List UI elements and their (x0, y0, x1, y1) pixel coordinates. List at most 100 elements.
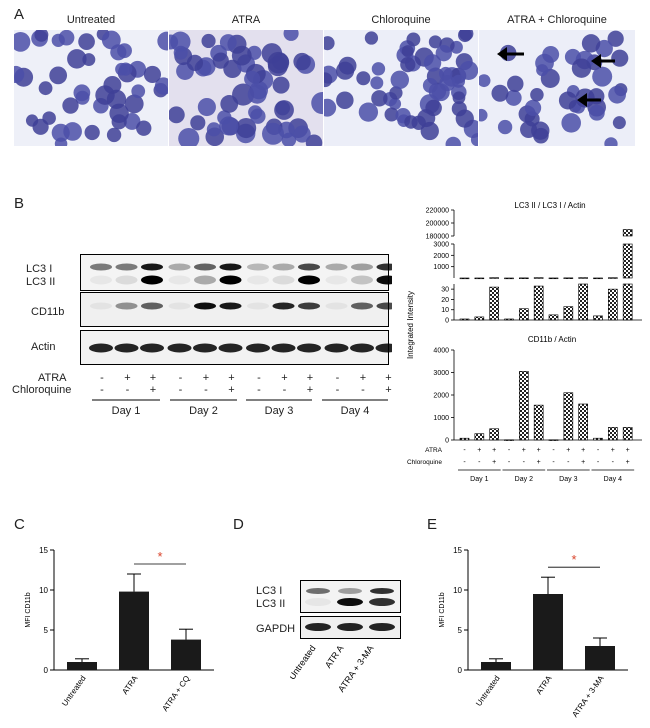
cell (607, 30, 624, 47)
ylabel-integrated: Integrated Intensity (406, 291, 415, 359)
band (298, 302, 320, 310)
cell (612, 116, 626, 130)
bar (459, 277, 470, 321)
treatment-sign: + (385, 372, 392, 384)
band (325, 263, 348, 271)
panel-c-label: C (14, 516, 25, 533)
cell (157, 31, 168, 51)
y-tick-label: 3000 (433, 370, 449, 377)
bar (608, 277, 618, 321)
cell (581, 34, 601, 53)
band (193, 343, 217, 353)
chart-cd11b-title: CD11b / Actin (528, 335, 576, 344)
x-sign: - (508, 447, 511, 454)
label-day-4: Day 4 (340, 405, 370, 417)
band (305, 623, 331, 631)
label-day-3: Day 3 (264, 405, 294, 417)
y-tick-label: 10 (441, 307, 449, 314)
band (115, 263, 138, 271)
arrow-icon (591, 54, 615, 68)
cell (435, 44, 452, 62)
micrograph-atra-chloroquine (479, 30, 635, 146)
cell (262, 122, 285, 145)
arrow-icon (497, 47, 524, 61)
cell (459, 61, 478, 80)
cell (62, 97, 79, 114)
cell (608, 85, 626, 104)
band (272, 302, 295, 310)
bar (533, 594, 563, 670)
bar (504, 277, 514, 321)
cell (530, 88, 544, 102)
x-day-label: Day 1 (470, 476, 488, 483)
cell (110, 44, 127, 61)
cell (561, 113, 581, 133)
band (218, 343, 243, 353)
x-sign: + (566, 447, 570, 454)
band (89, 343, 113, 353)
treatment-sign: + (359, 372, 367, 384)
x-sign: + (611, 447, 615, 454)
x-sign: + (492, 459, 496, 466)
x-sign: + (626, 447, 630, 454)
y-tick-label: 10 (39, 586, 48, 595)
label-cd11b: CD11b (31, 306, 65, 318)
panel-e-label: E (427, 516, 438, 533)
treatment-sign: - (125, 384, 130, 396)
band (194, 302, 216, 310)
band (305, 598, 331, 606)
band (194, 263, 216, 271)
x-day-label: Day 2 (515, 476, 533, 483)
x-sign: + (477, 447, 481, 454)
y-tick-label: 200000 (426, 221, 449, 228)
cell (311, 91, 323, 115)
band (338, 588, 362, 594)
cell (356, 71, 371, 86)
cell (445, 136, 461, 146)
x-row-label: ATRA (425, 447, 443, 454)
cell (423, 54, 442, 72)
bar (459, 437, 470, 441)
band (298, 263, 320, 271)
band (351, 302, 373, 310)
cell (173, 45, 188, 60)
cell (406, 32, 421, 47)
bar (119, 591, 149, 670)
treatment-sign: - (335, 384, 340, 396)
treatment-sign: - (178, 384, 183, 396)
cell (324, 72, 333, 88)
cell (283, 30, 299, 41)
x-sign: - (523, 459, 526, 466)
label-lc3-i: LC3 I (26, 263, 53, 275)
x-day-label: Day 4 (604, 476, 622, 483)
cell (371, 62, 386, 76)
cell (63, 122, 82, 141)
bar (578, 277, 588, 321)
cell (293, 125, 311, 143)
treatment-sign: + (306, 384, 314, 396)
band (114, 343, 139, 353)
band (306, 588, 330, 594)
bar (67, 662, 97, 670)
band (337, 623, 363, 631)
error-bar (489, 658, 503, 662)
y-tick-label: 3000 (433, 242, 449, 249)
cell (111, 114, 127, 130)
bar (504, 439, 514, 441)
band (376, 263, 392, 271)
x-tick-label: ATRA (120, 673, 140, 696)
x-sign: - (478, 459, 481, 466)
cell (220, 95, 239, 113)
bar (578, 403, 588, 441)
y-axis-label: MFI CD11b (25, 592, 32, 627)
band (90, 275, 112, 285)
cell (400, 56, 416, 73)
bar (608, 427, 618, 441)
treatment-sign: - (100, 372, 104, 384)
cell (336, 61, 355, 80)
y-tick-label: 10 (453, 586, 462, 595)
band (375, 343, 392, 353)
cell (452, 91, 466, 105)
cell (536, 64, 549, 77)
band (115, 275, 138, 285)
